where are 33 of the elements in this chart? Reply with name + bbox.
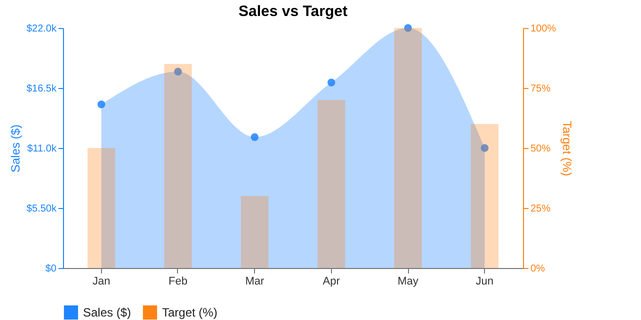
y-tick-label: $11.0k <box>27 144 58 154</box>
x-tick-label: Jun <box>476 276 494 288</box>
y2-tick-label: 0% <box>530 264 546 274</box>
y2-tick-label: 100% <box>530 24 556 34</box>
y-tick-label: $0 <box>45 264 57 274</box>
y-tick-label: $22.0k <box>26 24 58 34</box>
legend-label: Target (%) <box>162 305 218 320</box>
x-tick-label: Jan <box>92 276 110 288</box>
point <box>404 24 412 32</box>
x-tick-label: Apr <box>322 276 340 288</box>
bar <box>164 64 192 268</box>
y2-tick-label: 75% <box>530 84 551 94</box>
x-tick-label: Mar <box>245 276 264 288</box>
x-tick-label: May <box>398 276 419 288</box>
bar <box>318 100 346 268</box>
point <box>327 78 336 86</box>
bar <box>240 196 268 268</box>
bar <box>88 148 116 268</box>
y2-axis-title: Target (%) <box>560 120 574 176</box>
chart-title: Sales vs Target <box>238 3 348 20</box>
legend-label: Sales ($) <box>83 305 132 320</box>
point <box>250 133 259 141</box>
y-axis-title: Sales ($) <box>8 124 22 173</box>
y-tick-label: $5.50k <box>26 204 58 214</box>
y-tick-label: $16.5k <box>26 84 58 94</box>
point <box>480 144 489 152</box>
point <box>97 100 106 108</box>
bar <box>394 28 422 268</box>
bar <box>470 124 498 268</box>
point <box>174 68 182 76</box>
y2-tick-label: 50% <box>530 144 551 154</box>
x-tick-label: Feb <box>168 276 188 288</box>
y2-tick-label: 25% <box>530 204 551 214</box>
